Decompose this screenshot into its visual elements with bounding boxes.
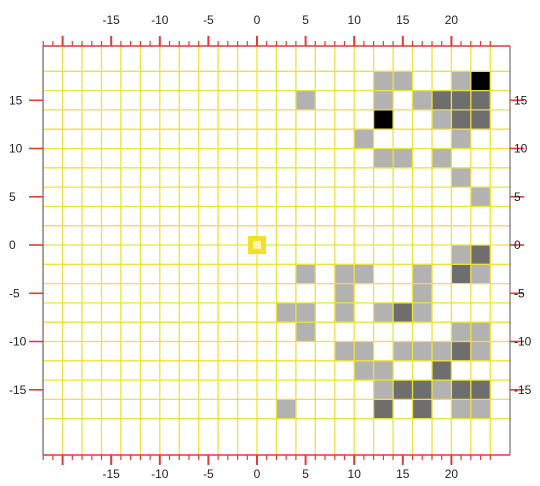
heatmap-cell [470,109,491,130]
heatmap-cell [451,129,471,149]
x-tick-label-bottom: 5 [302,467,309,481]
heatmap-cell [373,148,393,168]
x-tick-label-top: -15 [103,13,121,27]
heatmap-cell [354,129,374,149]
y-tick-label-right: 15 [514,93,528,107]
heatmap-cell [373,109,393,130]
x-tick-label-top: -10 [151,13,169,27]
y-tick-label-right: -5 [514,286,525,300]
heatmap-cell [295,264,316,284]
y-tick-label-left: 0 [9,238,16,252]
heatmap-cell [432,380,452,400]
heatmap-cell [354,341,374,361]
heatmap-cell [451,167,471,188]
y-tick-label-right: 5 [514,190,521,204]
heatmap-cell [451,380,471,400]
heatmap-cell [373,399,393,419]
x-tick-label-bottom: 20 [445,467,459,481]
heatmap-cell [470,264,491,284]
heatmap-cell [451,264,471,284]
heatmap-cell [393,302,413,323]
y-tick-label-right: -15 [514,383,532,397]
heatmap-cell [451,341,471,361]
heatmap-cell [432,90,452,110]
heatmap-cell [412,302,432,323]
x-tick-label-bottom: 0 [254,467,261,481]
x-tick-label-top: 5 [302,13,309,27]
y-tick-label-right: 10 [514,142,528,156]
heatmap-cell [451,322,471,342]
heatmap-cell [470,187,491,207]
heatmap-cell [470,245,491,265]
y-tick-label-right: -10 [514,335,532,349]
heatmap-cell [334,283,355,303]
heatmap-cell [373,360,393,381]
heatmap-cell [470,399,491,419]
heatmap-cell [393,71,413,91]
y-tick-label-left: -10 [9,335,27,349]
heatmap-cell [412,90,432,110]
y-tick-label-left: -15 [9,383,27,397]
heatmap-cell [470,322,491,342]
x-tick-label-top: 15 [396,13,410,27]
heatmap-cell [295,90,316,110]
heatmap-cell [470,90,491,110]
heatmap-cell [432,360,452,381]
heatmap-cell [373,302,393,323]
heatmap-cell [432,109,452,130]
x-tick-label-bottom: 15 [396,467,410,481]
heatmap-cell [295,302,316,323]
x-tick-label-bottom: -5 [203,467,214,481]
heatmap-cell [354,360,374,381]
heatmap-cell [451,71,471,91]
x-tick-label-top: -5 [203,13,214,27]
heatmap-cell [451,90,471,110]
grid-layer [42,46,510,455]
x-tick-label-bottom: 10 [348,467,362,481]
heatmap-cell [276,302,296,323]
heatmap-cell [412,264,432,284]
y-tick-label-left: 15 [9,93,23,107]
heatmap-cell [412,283,432,303]
heatmap-cell [373,71,393,91]
heatmap-cell [354,264,374,284]
heatmap-cell [470,341,491,361]
x-tick-label-bottom: -10 [151,467,169,481]
marker-layer [248,236,266,254]
heatmap-cell [393,380,413,400]
x-tick-label-top: 20 [445,13,459,27]
heatmap-cell [276,399,296,419]
heatmap-cell [451,399,471,419]
heatmap-cell [334,341,355,361]
y-tick-label-left: 5 [9,190,16,204]
heatmap-cell [334,302,355,323]
heatmap-cell [470,71,491,91]
axes-layer [29,36,524,465]
heatmap-cell [373,380,393,400]
heatmap-cell [432,148,452,168]
x-tick-label-top: 0 [254,13,261,27]
heatmap-cell [470,380,491,400]
heatmap-cell [412,341,432,361]
heatmap-cell [393,148,413,168]
y-tick-label-left: -5 [9,286,20,300]
heatmap-cell [295,322,316,342]
heatmap-cell [451,109,471,130]
x-tick-label-top: 10 [348,13,362,27]
y-tick-label-right: 0 [514,238,521,252]
heatmap-cell [334,264,355,284]
heatmap-cell [412,380,432,400]
heatmap-cell [432,341,452,361]
heatmap-cell [412,399,432,419]
cell-layer [276,71,491,419]
heatmap-cell [373,90,393,110]
heatmap-cell [451,245,471,265]
y-tick-label-left: 10 [9,142,23,156]
tick-label-layer: -15 -15 -10 -10 -5 -5 0 0 5 5 10 10 15 15 20 20 15 15 10 10… [9,13,532,481]
heatmap-cell [393,341,413,361]
x-tick-label-bottom: -15 [103,467,121,481]
origin-marker-center [253,241,261,249]
